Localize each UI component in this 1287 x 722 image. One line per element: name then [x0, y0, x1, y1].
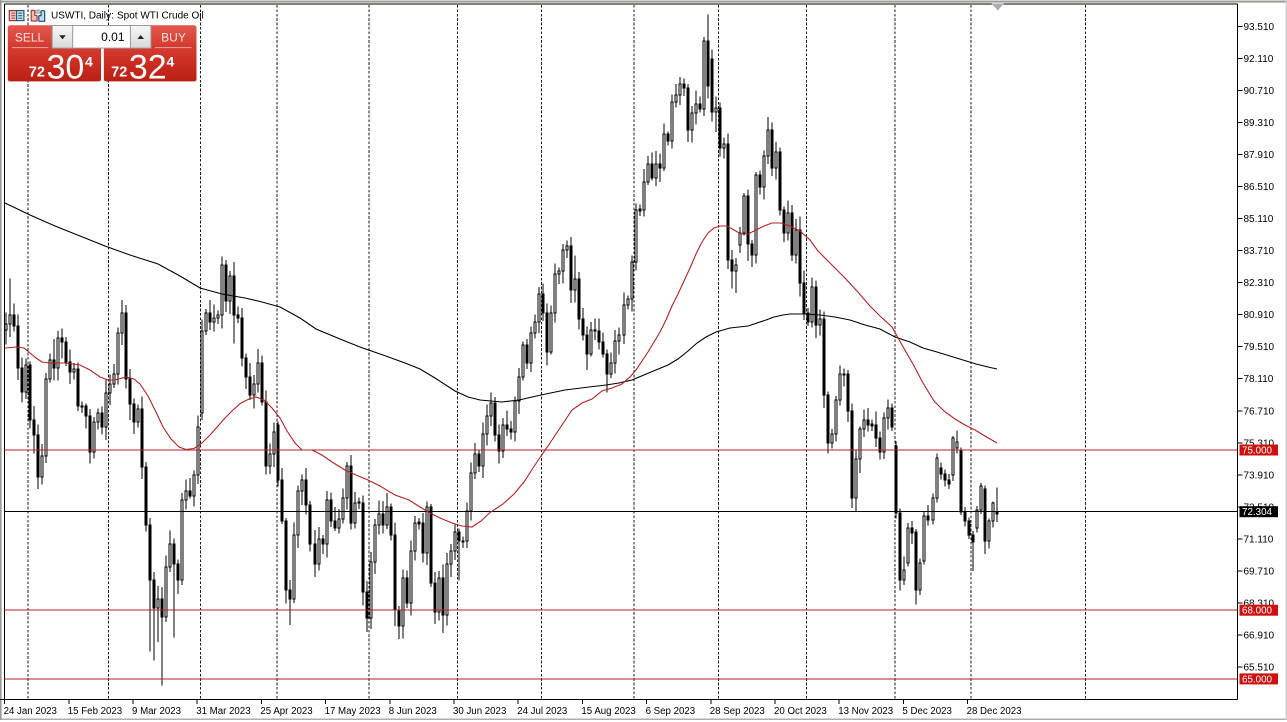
svg-text:20 Oct 2023: 20 Oct 2023 — [774, 706, 827, 717]
svg-text:6 Sep 2023: 6 Sep 2023 — [646, 706, 696, 717]
svg-text:15 Aug 2023: 15 Aug 2023 — [581, 706, 635, 717]
svg-text:79.510: 79.510 — [1244, 342, 1275, 353]
svg-text:72.304: 72.304 — [1242, 507, 1273, 518]
svg-text:82.310: 82.310 — [1244, 278, 1275, 289]
svg-text:66.910: 66.910 — [1244, 631, 1275, 642]
svg-text:24 Jul 2023: 24 Jul 2023 — [517, 706, 567, 717]
svg-text:9 Mar 2023: 9 Mar 2023 — [132, 706, 181, 717]
svg-text:85.110: 85.110 — [1244, 214, 1274, 225]
svg-text:90.710: 90.710 — [1244, 86, 1275, 97]
svg-text:69.710: 69.710 — [1244, 567, 1275, 578]
svg-text:92.110: 92.110 — [1244, 54, 1274, 65]
svg-text:89.310: 89.310 — [1244, 118, 1275, 129]
svg-text:76.710: 76.710 — [1244, 406, 1275, 417]
svg-text:25 Apr 2023: 25 Apr 2023 — [260, 706, 312, 717]
svg-text:8 Jun 2023: 8 Jun 2023 — [389, 706, 437, 717]
svg-text:13 Nov 2023: 13 Nov 2023 — [838, 706, 893, 717]
svg-text:83.710: 83.710 — [1244, 246, 1275, 257]
svg-text:72: 72 — [29, 65, 45, 81]
svg-text:0.01: 0.01 — [101, 30, 125, 44]
svg-text:68.310: 68.310 — [1244, 599, 1275, 610]
svg-text:USWTI, Daily:: USWTI, Daily: — [51, 11, 114, 22]
svg-text:15 Feb 2023: 15 Feb 2023 — [68, 706, 122, 717]
svg-text:SELL: SELL — [15, 31, 45, 45]
svg-text:31 Mar 2023: 31 Mar 2023 — [196, 706, 250, 717]
svg-text:30 Jun 2023: 30 Jun 2023 — [453, 706, 506, 717]
svg-text:24 Jan 2023: 24 Jan 2023 — [4, 706, 57, 717]
svg-text:72: 72 — [111, 65, 127, 81]
svg-text:87.910: 87.910 — [1244, 150, 1275, 161]
svg-text:BUY: BUY — [161, 31, 186, 45]
svg-text:4: 4 — [85, 54, 93, 70]
svg-text:73.910: 73.910 — [1244, 470, 1275, 481]
svg-text:4: 4 — [167, 54, 175, 70]
svg-text:68.000: 68.000 — [1242, 606, 1273, 617]
svg-text:32: 32 — [129, 49, 167, 87]
svg-text:28 Dec 2023: 28 Dec 2023 — [967, 706, 1022, 717]
svg-text:28 Sep 2023: 28 Sep 2023 — [710, 706, 765, 717]
svg-text:17 May 2023: 17 May 2023 — [325, 706, 381, 717]
svg-text:78.110: 78.110 — [1244, 374, 1274, 385]
svg-text:75.310: 75.310 — [1244, 438, 1275, 449]
svg-text:30: 30 — [47, 49, 85, 87]
svg-text:80.910: 80.910 — [1244, 310, 1275, 321]
svg-text:86.510: 86.510 — [1244, 182, 1275, 193]
svg-text:75.000: 75.000 — [1242, 446, 1273, 457]
svg-text:93.510: 93.510 — [1244, 22, 1275, 33]
svg-text:65.510: 65.510 — [1244, 663, 1275, 674]
svg-text:65.000: 65.000 — [1242, 674, 1273, 685]
svg-text:Spot WTI Crude Oil: Spot WTI Crude Oil — [117, 11, 204, 22]
svg-text:5 Dec 2023: 5 Dec 2023 — [902, 706, 952, 717]
svg-text:71.110: 71.110 — [1244, 534, 1274, 545]
